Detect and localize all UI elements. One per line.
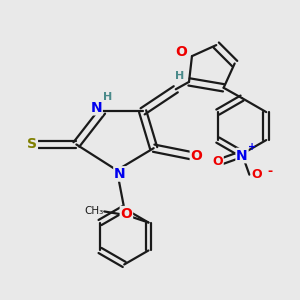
Text: N: N: [236, 148, 248, 163]
Text: H: H: [175, 71, 184, 81]
Text: O: O: [212, 155, 223, 168]
Text: O: O: [251, 168, 262, 181]
Text: -: -: [267, 165, 272, 178]
Text: N: N: [91, 101, 102, 115]
Text: N: N: [114, 167, 126, 181]
Text: H: H: [103, 92, 112, 102]
Text: S: S: [27, 137, 37, 152]
Text: O: O: [190, 148, 202, 163]
Text: CH₃: CH₃: [84, 206, 104, 217]
Text: O: O: [120, 207, 132, 221]
Text: O: O: [176, 46, 188, 59]
Text: +: +: [248, 142, 256, 152]
